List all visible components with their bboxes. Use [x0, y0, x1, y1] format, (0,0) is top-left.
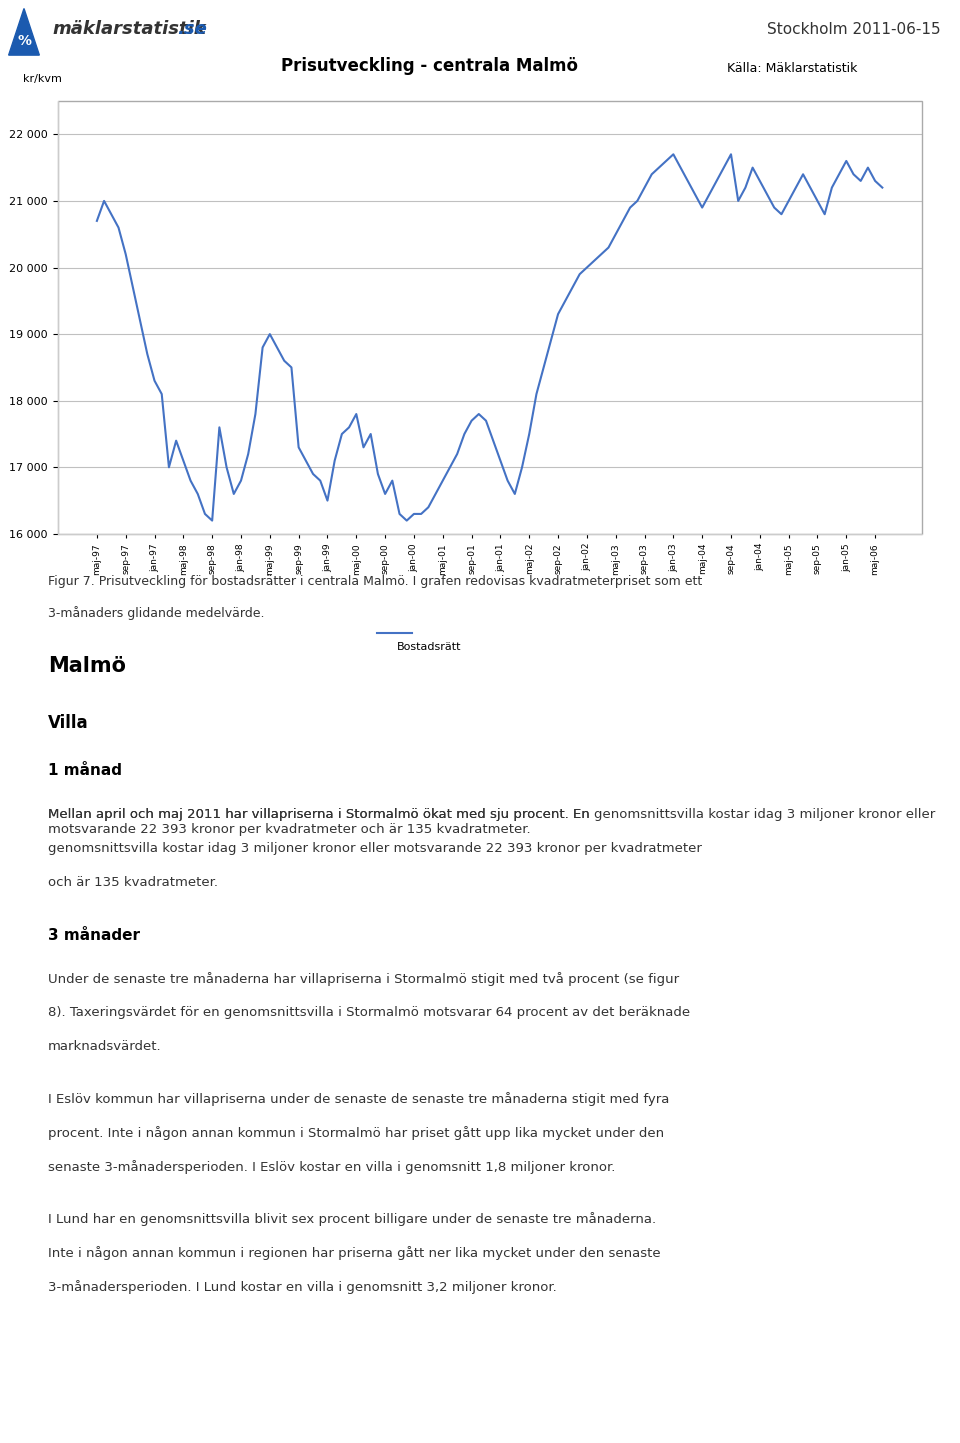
Text: genomsnittsvilla kostar idag 3 miljoner kronor eller motsvarande 22 393 kronor p: genomsnittsvilla kostar idag 3 miljoner … [48, 841, 702, 854]
Text: Figur 7. Prisutveckling för bostadsrätter i centrala Malmö. I grafen redovisas k: Figur 7. Prisutveckling för bostadsrätte… [48, 576, 703, 589]
Text: Prisutveckling - centrala Malmö: Prisutveckling - centrala Malmö [280, 58, 578, 75]
Text: Källa: Mäklarstatistik: Källa: Mäklarstatistik [727, 62, 857, 75]
Text: 1 månad: 1 månad [48, 763, 122, 778]
Text: mäklarstatistik: mäklarstatistik [53, 20, 206, 38]
Text: marknadsvärdet.: marknadsvärdet. [48, 1040, 161, 1053]
Text: Villa: Villa [48, 714, 88, 732]
Text: 8). Taxeringsvärdet för en genomsnittsvilla i Stormalmö motsvarar 64 procent av : 8). Taxeringsvärdet för en genomsnittsvi… [48, 1006, 690, 1019]
Text: .se: .se [178, 20, 207, 38]
Text: senaste 3-månadersperioden. I Eslöv kostar en villa i genomsnitt 1,8 miljoner kr: senaste 3-månadersperioden. I Eslöv kost… [48, 1160, 615, 1175]
Text: procent. Inte i någon annan kommun i Stormalmö har priset gått upp lika mycket u: procent. Inte i någon annan kommun i Sto… [48, 1127, 664, 1140]
Text: 3-månadersperioden. I Lund kostar en villa i genomsnitt 3,2 miljoner kronor.: 3-månadersperioden. I Lund kostar en vil… [48, 1280, 557, 1294]
Text: Mellan april och maj 2011 har villapriserna i Stormalmö ökat med sju procent. En: Mellan april och maj 2011 har villaprise… [48, 808, 935, 835]
Text: Inte i någon annan kommun i regionen har priserna gått ner lika mycket under den: Inte i någon annan kommun i regionen har… [48, 1247, 660, 1260]
Text: I Eslöv kommun har villapriserna under de senaste de senaste tre månaderna stigi: I Eslöv kommun har villapriserna under d… [48, 1092, 669, 1107]
Text: I Lund har en genomsnittsvilla blivit sex procent billigare under de senaste tre: I Lund har en genomsnittsvilla blivit se… [48, 1212, 656, 1227]
Text: Malmö: Malmö [48, 655, 126, 675]
Text: 3 månader: 3 månader [48, 928, 140, 942]
Text: Mellan april och maj 2011 har villapriserna i Stormalmö ökat med sju procent. En: Mellan april och maj 2011 har villaprise… [48, 808, 589, 821]
Text: och är 135 kvadratmeter.: och är 135 kvadratmeter. [48, 876, 218, 889]
Text: %: % [17, 35, 31, 49]
Polygon shape [9, 9, 39, 55]
Text: kr/kvm: kr/kvm [23, 74, 61, 84]
Text: 3-månaders glidande medelvärde.: 3-månaders glidande medelvärde. [48, 606, 265, 620]
Text: Under de senaste tre månaderna har villapriserna i Stormalmö stigit med två proc: Under de senaste tre månaderna har villa… [48, 973, 679, 987]
Text: Stockholm 2011-06-15: Stockholm 2011-06-15 [767, 22, 941, 36]
Text: Bostadsrätt: Bostadsrätt [396, 642, 462, 652]
